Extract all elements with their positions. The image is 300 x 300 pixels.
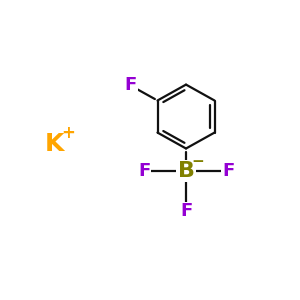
Text: −: − <box>191 154 204 169</box>
Text: +: + <box>61 124 75 142</box>
Text: F: F <box>180 202 192 220</box>
Text: K: K <box>44 132 64 156</box>
Text: F: F <box>138 162 150 180</box>
Text: F: F <box>124 76 136 94</box>
Text: B: B <box>178 161 194 181</box>
Text: F: F <box>222 162 234 180</box>
